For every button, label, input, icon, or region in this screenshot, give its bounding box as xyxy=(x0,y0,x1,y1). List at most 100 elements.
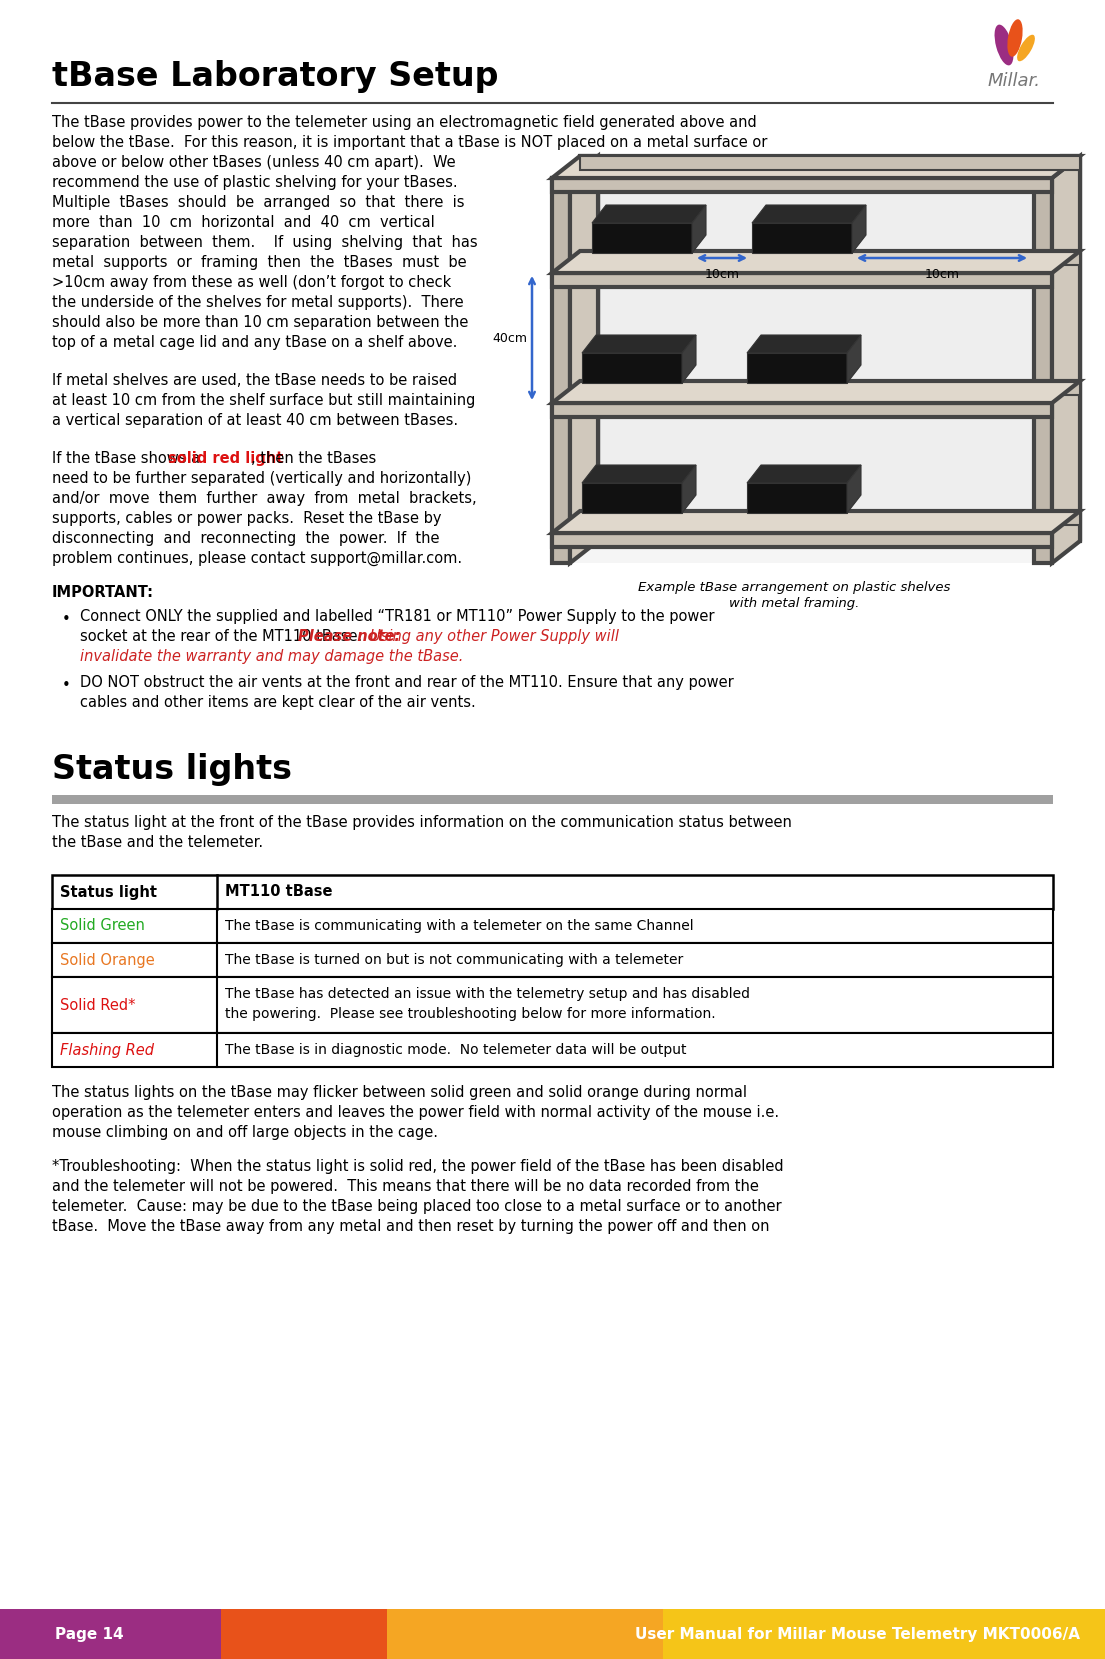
Text: 40cm: 40cm xyxy=(492,332,527,345)
Polygon shape xyxy=(582,353,682,383)
Polygon shape xyxy=(552,511,1080,533)
Text: below the tBase.  For this reason, it is important that a tBase is NOT placed on: below the tBase. For this reason, it is … xyxy=(52,134,767,149)
Text: metal  supports  or  framing  then  the  tBases  must  be: metal supports or framing then the tBase… xyxy=(52,255,466,270)
Polygon shape xyxy=(552,251,1080,274)
Text: If the tBase shows a: If the tBase shows a xyxy=(52,451,204,466)
Bar xyxy=(221,1609,387,1659)
Text: 10cm: 10cm xyxy=(925,269,959,280)
Text: Example tBase arrangement on plastic shelves: Example tBase arrangement on plastic she… xyxy=(638,581,950,594)
Polygon shape xyxy=(747,335,861,353)
Polygon shape xyxy=(592,206,706,222)
Text: at least 10 cm from the shelf surface but still maintaining: at least 10 cm from the shelf surface bu… xyxy=(52,393,475,408)
Text: The tBase is in diagnostic mode.  No telemeter data will be output: The tBase is in diagnostic mode. No tele… xyxy=(225,1044,686,1057)
Ellipse shape xyxy=(994,25,1013,65)
Bar xyxy=(580,251,1080,265)
Text: Status light: Status light xyxy=(60,884,157,899)
Polygon shape xyxy=(582,483,682,513)
Bar xyxy=(580,156,598,541)
Text: *Troubleshooting:  When the status light is solid red, the power field of the tB: *Troubleshooting: When the status light … xyxy=(52,1160,783,1175)
Text: Millar.: Millar. xyxy=(988,71,1041,90)
Text: >10cm away from these as well (don’t forgot to check: >10cm away from these as well (don’t for… xyxy=(52,275,451,290)
Ellipse shape xyxy=(1008,20,1022,56)
Bar xyxy=(580,156,1080,169)
Text: •: • xyxy=(62,679,71,693)
Polygon shape xyxy=(682,465,696,513)
Text: DO NOT obstruct the air vents at the front and rear of the MT110. Ensure that an: DO NOT obstruct the air vents at the fro… xyxy=(80,675,734,690)
Text: need to be further separated (vertically and horizontally): need to be further separated (vertically… xyxy=(52,471,472,486)
Bar xyxy=(663,1609,1105,1659)
Bar xyxy=(1034,178,1052,562)
Bar xyxy=(52,795,1053,805)
Polygon shape xyxy=(552,382,1080,403)
Text: Using any other Power Supply will: Using any other Power Supply will xyxy=(370,629,619,644)
Bar xyxy=(52,909,1053,942)
Text: Flashing Red: Flashing Red xyxy=(60,1042,154,1057)
Text: problem continues, please contact support@millar.com.: problem continues, please contact suppor… xyxy=(52,551,462,566)
Bar xyxy=(580,511,1080,524)
Ellipse shape xyxy=(1017,35,1035,61)
Bar xyxy=(387,1609,663,1659)
Text: tBase.  Move the tBase away from any metal and then reset by turning the power o: tBase. Move the tBase away from any meta… xyxy=(52,1219,769,1234)
Text: a vertical separation of at least 40 cm between tBases.: a vertical separation of at least 40 cm … xyxy=(52,413,459,428)
Text: telemeter.  Cause: may be due to the tBase being placed too close to a metal sur: telemeter. Cause: may be due to the tBas… xyxy=(52,1199,781,1214)
Text: top of a metal cage lid and any tBase on a shelf above.: top of a metal cage lid and any tBase on… xyxy=(52,335,457,350)
Bar xyxy=(1062,156,1080,541)
Text: the powering.  Please see troubleshooting below for more information.: the powering. Please see troubleshooting… xyxy=(225,1007,716,1020)
Polygon shape xyxy=(848,465,861,513)
Text: IMPORTANT:: IMPORTANT: xyxy=(52,586,154,601)
Text: with metal framing.: with metal framing. xyxy=(729,597,860,611)
Polygon shape xyxy=(592,222,692,254)
Bar xyxy=(552,274,1052,287)
Text: Solid Green: Solid Green xyxy=(60,919,145,934)
Text: User Manual for Millar Mouse Telemetry MKT0006/A: User Manual for Millar Mouse Telemetry M… xyxy=(635,1626,1080,1641)
Text: disconnecting  and  reconnecting  the  power.  If  the: disconnecting and reconnecting the power… xyxy=(52,531,440,546)
Polygon shape xyxy=(582,335,696,353)
Text: If metal shelves are used, the tBase needs to be raised: If metal shelves are used, the tBase nee… xyxy=(52,373,457,388)
Polygon shape xyxy=(753,222,852,254)
Text: The status light at the front of the tBase provides information on the communica: The status light at the front of the tBa… xyxy=(52,815,792,830)
Text: Solid Red*: Solid Red* xyxy=(60,997,136,1012)
Text: the tBase and the telemeter.: the tBase and the telemeter. xyxy=(52,834,263,849)
Bar xyxy=(552,178,570,562)
Text: The tBase is turned on but is not communicating with a telemeter: The tBase is turned on but is not commun… xyxy=(225,952,683,967)
Text: socket at the rear of the MT110 tBase.: socket at the rear of the MT110 tBase. xyxy=(80,629,371,644)
Text: Status lights: Status lights xyxy=(52,753,292,786)
Bar xyxy=(52,977,1053,1034)
Text: , then the tBases: , then the tBases xyxy=(251,451,376,466)
Polygon shape xyxy=(747,483,848,513)
Text: •: • xyxy=(62,612,71,627)
Polygon shape xyxy=(852,206,866,254)
Text: above or below other tBases (unless 40 cm apart).  We: above or below other tBases (unless 40 c… xyxy=(52,154,455,169)
Text: MT110 tBase: MT110 tBase xyxy=(225,884,333,899)
Text: separation  between  them.    If  using  shelving  that  has: separation between them. If using shelvi… xyxy=(52,236,477,251)
Polygon shape xyxy=(682,335,696,383)
Bar xyxy=(580,156,1080,541)
Bar xyxy=(552,178,1052,192)
Text: more  than  10  cm  horizontal  and  40  cm  vertical: more than 10 cm horizontal and 40 cm ver… xyxy=(52,216,434,231)
Polygon shape xyxy=(747,353,848,383)
Text: The tBase is communicating with a telemeter on the same Channel: The tBase is communicating with a teleme… xyxy=(225,919,694,932)
Text: Multiple  tBases  should  be  arranged  so  that  there  is: Multiple tBases should be arranged so th… xyxy=(52,196,464,211)
Bar xyxy=(552,178,1052,562)
Text: tBase Laboratory Setup: tBase Laboratory Setup xyxy=(52,60,498,93)
Bar xyxy=(552,403,1052,416)
Text: mouse climbing on and off large objects in the cage.: mouse climbing on and off large objects … xyxy=(52,1125,438,1140)
Text: Connect ONLY the supplied and labelled “TR181 or MT110” Power Supply to the powe: Connect ONLY the supplied and labelled “… xyxy=(80,609,715,624)
Text: The tBase has detected an issue with the telemetry setup and has disabled: The tBase has detected an issue with the… xyxy=(225,987,750,1000)
Text: 10cm: 10cm xyxy=(705,269,739,280)
Polygon shape xyxy=(582,465,696,483)
Text: the underside of the shelves for metal supports).  There: the underside of the shelves for metal s… xyxy=(52,295,464,310)
Polygon shape xyxy=(1052,156,1080,562)
Text: The status lights on the tBase may flicker between solid green and solid orange : The status lights on the tBase may flick… xyxy=(52,1085,747,1100)
Text: cables and other items are kept clear of the air vents.: cables and other items are kept clear of… xyxy=(80,695,476,710)
Bar xyxy=(580,382,1080,395)
Bar xyxy=(52,942,1053,977)
Polygon shape xyxy=(552,156,1080,178)
Bar xyxy=(552,533,1052,547)
Text: and/or  move  them  further  away  from  metal  brackets,: and/or move them further away from metal… xyxy=(52,491,476,506)
Polygon shape xyxy=(692,206,706,254)
Text: solid red light: solid red light xyxy=(168,451,283,466)
Bar xyxy=(0,1609,221,1659)
Bar xyxy=(52,1034,1053,1067)
Bar xyxy=(52,874,1053,909)
